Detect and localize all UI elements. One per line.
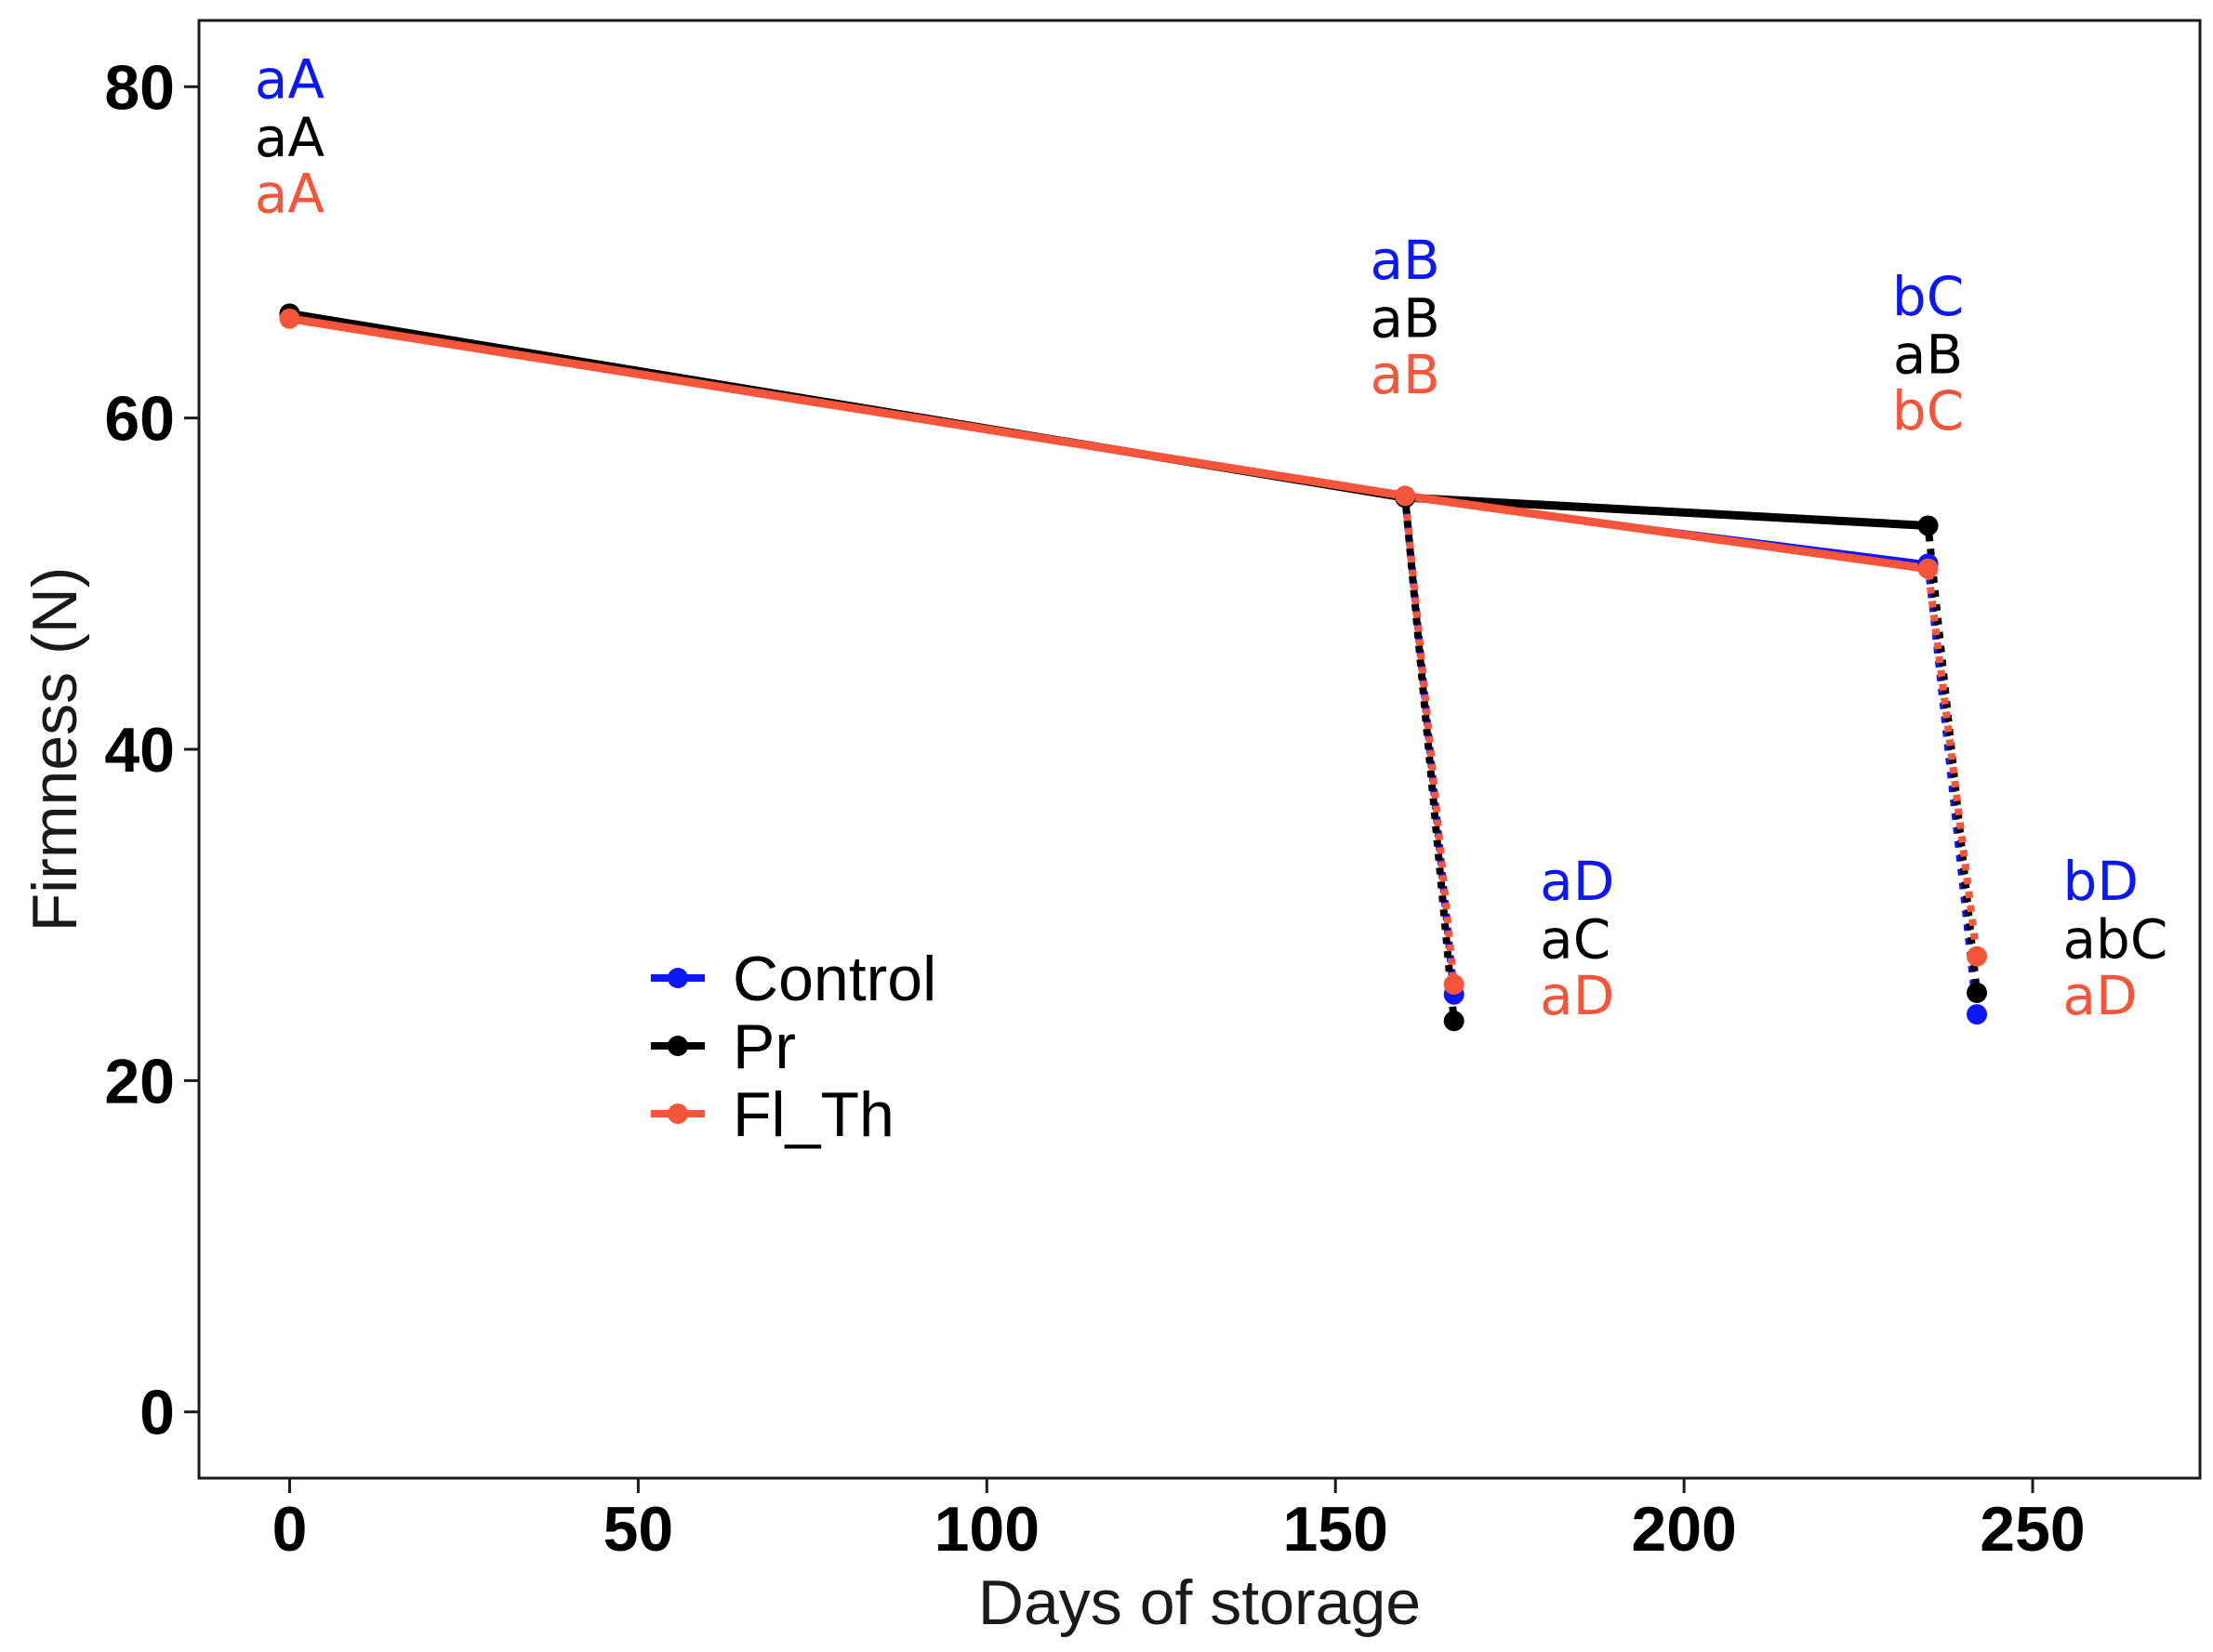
x-axis-title: Days of storage xyxy=(978,1567,1421,1638)
significance-label: aD xyxy=(1540,850,1614,913)
storage-point-fl-th xyxy=(1917,558,1939,579)
x-tick-label: 150 xyxy=(1282,1494,1387,1565)
significance-label: aD xyxy=(1540,964,1614,1027)
legend-key-marker xyxy=(668,1036,688,1056)
significance-label: abC xyxy=(2063,908,2168,971)
significance-label: bC xyxy=(1892,379,1964,443)
significance-label: aA xyxy=(255,48,325,112)
shelf-life-line-pr xyxy=(1401,496,1458,1022)
significance-label: aA xyxy=(255,106,325,169)
significance-label: bC xyxy=(1892,265,1964,328)
y-axis-title: Firmness (N) xyxy=(20,567,90,932)
y-tick-label: 0 xyxy=(139,1378,175,1448)
significance-label: aC xyxy=(1540,908,1610,971)
y-tick-label: 80 xyxy=(104,52,175,123)
significance-label: aB xyxy=(1371,343,1440,406)
y-tick-label: 60 xyxy=(104,384,175,455)
significance-label: aB xyxy=(1371,286,1440,350)
plot-panel xyxy=(197,19,2202,1480)
y-axis-ticks: 0 20 40 60 80 xyxy=(104,52,199,1448)
legend-key-marker xyxy=(668,1104,688,1124)
x-tick-label: 100 xyxy=(934,1494,1040,1565)
storage-point-fl-th xyxy=(279,308,300,329)
significance-label: aB xyxy=(1371,229,1440,292)
significance-label: aA xyxy=(255,163,325,226)
significance-label: aB xyxy=(1893,324,1963,387)
legend-key-marker xyxy=(668,968,688,988)
x-tick-label: 200 xyxy=(1631,1494,1736,1565)
shelf-life-point-fl-th xyxy=(1967,945,1988,967)
shelf-life-point-pr xyxy=(1967,982,1988,1003)
y-tick-label: 20 xyxy=(104,1046,175,1117)
x-tick-label: 0 xyxy=(272,1494,308,1565)
series-layer xyxy=(279,303,1988,1032)
legend-label: Control xyxy=(733,944,936,1014)
y-tick-label: 40 xyxy=(104,715,175,786)
storage-point-pr xyxy=(1917,515,1939,536)
x-axis-ticks: 0 50 100 150 200 250 xyxy=(272,1478,2086,1565)
significance-label: aD xyxy=(2063,964,2138,1027)
legend-label: Pr xyxy=(733,1011,796,1082)
shelf-life-line-fl-th xyxy=(1924,568,1981,958)
significance-label: bD xyxy=(2063,850,2139,913)
x-tick-label: 50 xyxy=(603,1494,674,1565)
shelf-life-point-pr xyxy=(1443,1011,1464,1032)
shelf-life-point-fl-th xyxy=(1443,974,1464,996)
shelf-life-point-control xyxy=(1967,1004,1988,1025)
storage-point-fl-th xyxy=(1395,485,1416,507)
shelf-life-line-fl-th xyxy=(1401,495,1458,985)
x-tick-label: 250 xyxy=(1980,1494,2085,1565)
legend-label: Fl_Th xyxy=(733,1079,894,1150)
